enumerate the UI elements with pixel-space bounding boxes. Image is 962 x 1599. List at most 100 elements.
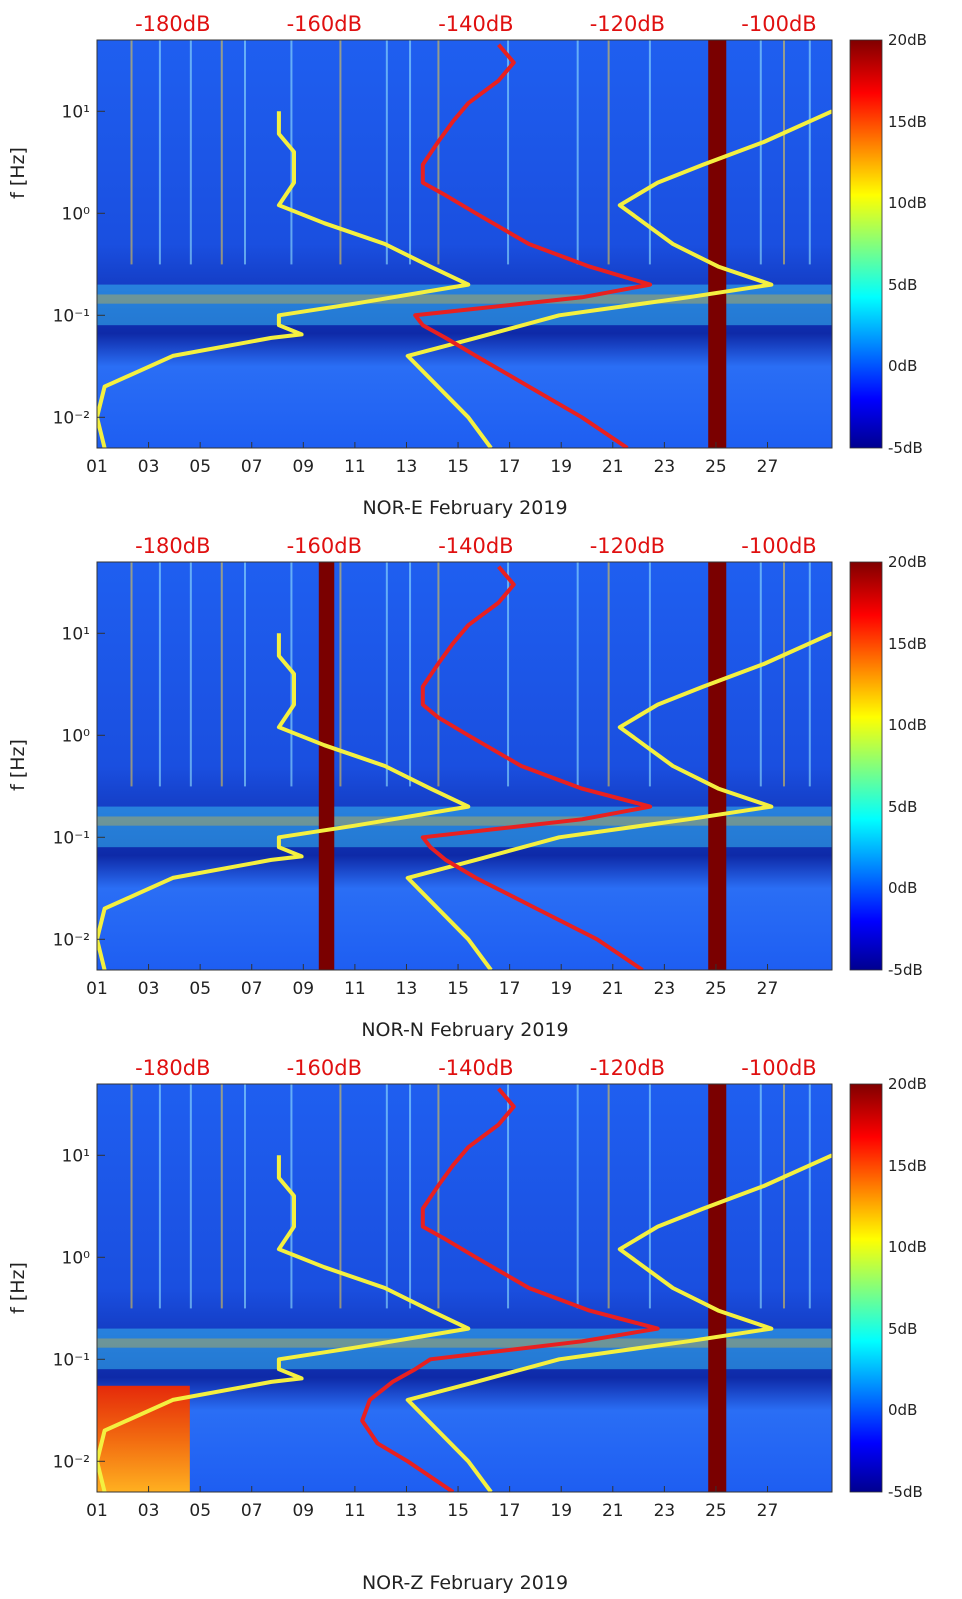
top-db-label: -160dB (287, 534, 362, 558)
x-tick-label: 19 (550, 457, 572, 477)
x-tick-label: 21 (602, 457, 624, 477)
top-db-label: -120dB (590, 1056, 665, 1080)
x-tick-label: 15 (447, 979, 469, 999)
panel-ylabel: f [Hz] (7, 147, 29, 199)
x-tick-label: 01 (86, 457, 108, 477)
colorbar-gradient (849, 39, 883, 449)
event-streak (385, 562, 388, 787)
event-streak (244, 562, 246, 787)
x-tick-label: 27 (757, 979, 779, 999)
colorbar-label: -5dB (888, 961, 923, 979)
plot-frame (96, 561, 833, 971)
microseism-band (97, 294, 832, 304)
x-tick-label: 23 (654, 1501, 676, 1521)
colorbar-label: 5dB (888, 798, 917, 816)
top-db-label: -140dB (438, 12, 513, 36)
colorbar-label: 0dB (888, 879, 917, 897)
event-streak (158, 562, 161, 787)
panel-ylabel: f [Hz] (7, 1262, 29, 1314)
x-tick-label: 01 (86, 1501, 108, 1521)
colorbar-label: 10dB (888, 194, 927, 212)
x-axis-ticks: 01 03 05 07 09 11 13 15 17 19 21 23 25 27 (86, 1486, 778, 1521)
x-tick-label: 25 (705, 979, 727, 999)
x-tick-label: 15 (447, 457, 469, 477)
event-streak (808, 1084, 811, 1309)
x-tick-label: 07 (241, 1501, 263, 1521)
event-streak (130, 40, 133, 265)
y-tick-label: 10⁻¹ (53, 1350, 90, 1370)
panel-nor-n: f [Hz] NOR-N February 2019 -180dB -160dB… (7, 534, 927, 1041)
plot-frame (96, 1083, 833, 1493)
event-streak (783, 562, 785, 787)
event-streak (576, 562, 579, 787)
y-tick-label: 10⁻¹ (53, 828, 90, 848)
top-db-label: -160dB (287, 1056, 362, 1080)
top-db-label: -120dB (590, 12, 665, 36)
colorbar-label: 10dB (888, 716, 927, 734)
top-db-axis: -180dB -160dB -140dB -120dB -100dB (135, 1056, 817, 1080)
event-streak (189, 1084, 192, 1309)
x-tick-label: 13 (396, 1501, 418, 1521)
event-streak (648, 562, 651, 787)
panel-xlabel: NOR-E February 2019 (362, 497, 567, 519)
x-tick-label: 21 (602, 1501, 624, 1521)
event-streak (507, 1084, 510, 1309)
top-db-label: -180dB (135, 12, 210, 36)
x-tick-label: 09 (292, 1501, 314, 1521)
data-gap-band (708, 40, 727, 448)
event-streak (759, 562, 762, 787)
colorbar-label: 15dB (888, 113, 927, 131)
panel-nor-e: f [Hz] NOR-E February 2019 -180dB -160dB… (7, 12, 927, 519)
x-tick-label: 01 (86, 979, 108, 999)
y-tick-label: 10⁰ (62, 1248, 91, 1268)
colorbar-label: 5dB (888, 276, 917, 294)
event-streak (648, 40, 651, 265)
x-tick-label: 11 (344, 979, 366, 999)
panel-xlabel: NOR-Z February 2019 (362, 1572, 568, 1594)
x-tick-label: 13 (396, 979, 418, 999)
hot-block (97, 1385, 190, 1492)
yellow-model-curve (97, 111, 471, 448)
x-tick-label: 13 (396, 457, 418, 477)
top-db-label: -160dB (287, 12, 362, 36)
event-streak (385, 40, 388, 265)
event-streak (244, 1084, 246, 1309)
spectrogram-layer (97, 40, 832, 448)
event-streak (189, 40, 192, 265)
event-streak (808, 40, 811, 265)
top-db-label: -120dB (590, 534, 665, 558)
x-tick-label: 03 (138, 1501, 160, 1521)
x-tick-label: 03 (138, 979, 160, 999)
x-axis-ticks: 01 03 05 07 09 11 13 15 17 19 21 23 25 27 (86, 442, 778, 477)
x-tick-label: 19 (550, 1501, 572, 1521)
y-tick-label: 10⁻¹ (53, 306, 90, 326)
x-tick-label: 17 (499, 979, 521, 999)
data-gap-band (318, 562, 335, 970)
colorbar-label: 5dB (888, 1320, 917, 1338)
event-streak (244, 40, 246, 265)
red-level-curve (420, 565, 653, 970)
data-gap-band (708, 562, 727, 970)
top-db-label: -180dB (135, 1056, 210, 1080)
event-streak (130, 562, 133, 787)
y-tick-label: 10⁻² (53, 930, 90, 950)
x-tick-label: 11 (344, 457, 366, 477)
event-streak (759, 1084, 762, 1309)
x-tick-label: 15 (447, 1501, 469, 1521)
event-streak (158, 1084, 161, 1309)
x-tick-label: 07 (241, 457, 263, 477)
event-streak (385, 1084, 388, 1309)
x-tick-label: 21 (602, 979, 624, 999)
y-axis-ticks: 10⁻² 10⁻¹ 10⁰ 10¹ (53, 624, 91, 950)
event-streak (158, 40, 161, 265)
spectrogram-layer (97, 562, 832, 970)
colorbar-label: 20dB (888, 553, 927, 571)
yellow-model-curve (405, 109, 832, 448)
colorbar-label: 20dB (888, 1075, 927, 1093)
x-tick-label: 05 (189, 979, 211, 999)
x-tick-label: 23 (654, 979, 676, 999)
microseism-band (97, 816, 832, 826)
event-streak (783, 1084, 785, 1309)
colorbar-label: -5dB (888, 1483, 923, 1501)
